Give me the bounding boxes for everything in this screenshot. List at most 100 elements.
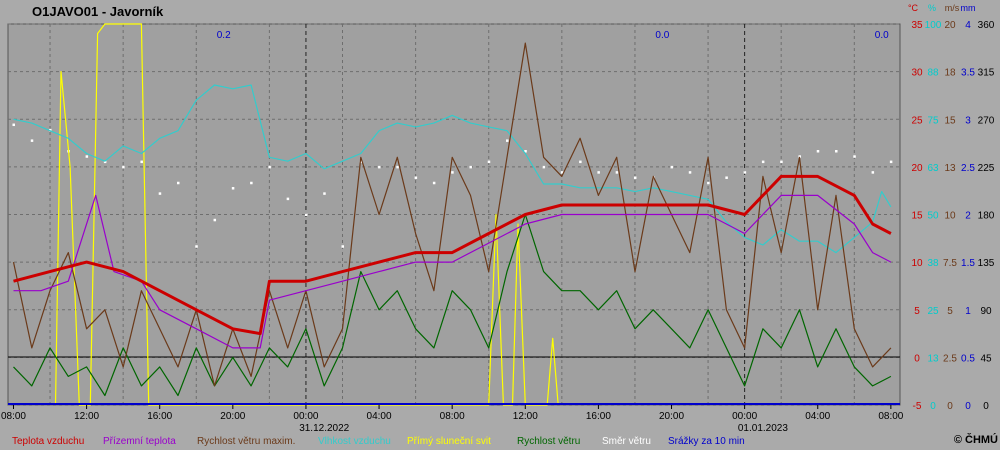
series-line-windmax	[12, 42, 892, 387]
wind-direction-point	[304, 213, 308, 216]
y-tick-label-temperature: 5	[914, 306, 920, 317]
y-tick-label-wind_max: 10	[944, 211, 956, 222]
wind-direction-point	[213, 218, 217, 222]
wind-direction-point	[560, 171, 564, 174]
wind-direction-point	[140, 160, 143, 164]
axis-unit-humidity: %	[928, 3, 936, 13]
wind-direction-point	[432, 181, 436, 185]
legend-item-dir: Směr větru	[602, 436, 651, 447]
x-tick-label: 16:00	[147, 411, 172, 422]
y-tick-label-wind_dir: 270	[978, 115, 995, 126]
axis-unit-temperature: °C	[908, 3, 919, 13]
precip-labels: 0.2 0.0 0.0	[217, 30, 889, 41]
y-tick-label-precipitation: 3.5	[961, 68, 975, 79]
legend-item-ground: Přízemní teplota	[103, 436, 176, 447]
wind-direction-point	[780, 160, 783, 164]
precip-total-label: 0.2	[217, 30, 231, 41]
x-tick-label: 04:00	[367, 411, 392, 422]
wind-direction-point	[49, 128, 52, 132]
wind-direction-point	[85, 155, 89, 158]
wind-direction-point	[670, 165, 674, 169]
legend-item-sun: Přímý sluneční svit	[407, 436, 491, 447]
wind-direction-point	[12, 123, 15, 127]
y-tick-label-precipitation: 4	[965, 20, 971, 31]
wind-direction-point	[487, 160, 491, 164]
y-axes: 35302520151050-5100887563503825130201815…	[911, 20, 994, 412]
y-tick-label-humidity: 88	[927, 68, 939, 79]
precip-total-label: 0.0	[655, 30, 669, 41]
wind-direction-point	[871, 171, 875, 174]
y-tick-label-precipitation: 1	[965, 306, 971, 317]
y-tick-label-temperature: -5	[913, 401, 922, 412]
y-tick-label-wind_dir: 360	[978, 20, 995, 31]
axis-unit-wind_max: m/s	[945, 3, 960, 13]
wind-direction-point	[707, 181, 710, 185]
y-tick-label-wind_max: 15	[944, 115, 956, 126]
y-tick-label-humidity: 38	[927, 258, 939, 269]
wind-direction-point	[30, 139, 34, 142]
y-tick-label-temperature: 35	[911, 20, 923, 31]
precip-total-label: 0.0	[875, 30, 889, 41]
series-line-humidity	[13, 84, 892, 254]
y-tick-label-wind_dir: 0	[983, 401, 989, 412]
y-tick-label-wind_dir: 135	[978, 258, 995, 269]
y-tick-label-precipitation: 3	[965, 115, 971, 126]
series-layer	[12, 23, 893, 406]
y-tick-label-humidity: 75	[927, 115, 939, 126]
y-tick-label-wind_max: 2.5	[943, 353, 957, 364]
y-tick-label-wind_dir: 180	[978, 211, 995, 222]
y-tick-label-precipitation: 2.5	[961, 163, 975, 174]
x-tick-label: 20:00	[220, 411, 245, 422]
wind-direction-point	[688, 171, 692, 174]
y-tick-label-temperature: 15	[911, 211, 923, 222]
legend-item-wind: Rychlost větru	[517, 436, 580, 447]
wind-direction-point	[615, 171, 619, 174]
wind-direction-point	[396, 165, 399, 169]
wind-direction-point	[359, 160, 363, 164]
x-tick-label: 12:00	[513, 411, 538, 422]
wind-direction-point	[579, 160, 582, 164]
series-line-wind	[13, 213, 892, 397]
y-tick-label-precipitation: 0	[965, 401, 971, 412]
legend-item-windmax: Rychlost větru maxim.	[197, 436, 295, 447]
y-tick-label-precipitation: 1.5	[961, 258, 975, 269]
wind-direction-point	[597, 171, 600, 174]
wind-direction-point	[176, 181, 180, 185]
x-tick-label: 12:00	[74, 411, 99, 422]
y-tick-label-precipitation: 2	[965, 211, 971, 222]
y-tick-label-wind_max: 7.5	[943, 258, 957, 269]
y-tick-label-wind_dir: 315	[978, 68, 995, 79]
wind-direction-point	[633, 176, 637, 179]
wind-direction-point	[469, 165, 472, 169]
y-tick-label-temperature: 0	[914, 353, 920, 364]
wind-direction-point	[524, 150, 527, 153]
x-axis: 08:00 12:00 16:00 20:00 00:00 04:00 08:00 12:00…	[1, 405, 904, 434]
wind-direction-point	[195, 245, 198, 248]
wind-direction-point	[250, 181, 253, 185]
x-tick-label: 04:00	[805, 411, 830, 422]
y-tick-label-wind_dir: 225	[978, 163, 995, 174]
wind-direction-point	[323, 192, 326, 195]
wind-direction-point	[853, 155, 856, 158]
copyright-label: © ČHMÚ	[954, 433, 998, 446]
y-tick-label-humidity: 100	[925, 20, 942, 31]
y-tick-label-humidity: 0	[930, 401, 936, 412]
axis-units: °C% m/s mm	[908, 3, 976, 13]
wind-direction-point	[451, 171, 454, 174]
wind-direction-point	[506, 139, 509, 142]
wind-direction-point	[542, 165, 546, 169]
wind-direction-point	[835, 150, 838, 153]
y-tick-label-humidity: 63	[927, 163, 939, 174]
wind-direction-point	[268, 165, 271, 169]
y-tick-label-wind_max: 20	[944, 20, 956, 31]
axis-unit-precipitation: mm	[961, 3, 976, 13]
wind-direction-point	[158, 192, 162, 195]
wind-direction-point	[103, 160, 107, 164]
wind-direction-point	[798, 155, 801, 158]
date-label: 01.01.2023	[738, 423, 788, 434]
wind-direction-point	[122, 165, 125, 169]
y-tick-label-humidity: 13	[927, 353, 939, 364]
y-tick-label-wind_max: 0	[947, 401, 953, 412]
y-tick-label-wind_dir: 90	[980, 306, 992, 317]
x-tick-label: 20:00	[659, 411, 684, 422]
